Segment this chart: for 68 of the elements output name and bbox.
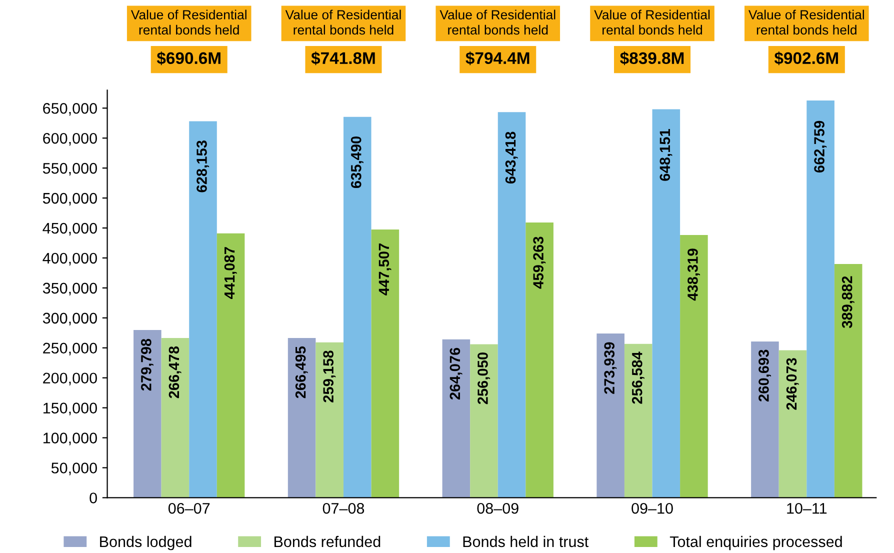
data-label: 264,076 [450, 348, 462, 400]
bar [806, 100, 834, 498]
text: Value of Residential rental bonds held $839.8M [594, 10, 710, 66]
bar [134, 330, 162, 498]
bar [652, 109, 680, 498]
y-tick-label: 200,000 [43, 372, 97, 386]
x-tick-label: 09–10 [632, 502, 673, 514]
bar [216, 233, 245, 498]
y-tick-label: 600,000 [43, 132, 97, 146]
bar [624, 344, 652, 498]
y-tick-label: 650,000 [43, 102, 97, 116]
data-label: 389,882 [842, 276, 854, 328]
bar [751, 341, 779, 498]
y-tick-label: 350,000 [42, 282, 97, 296]
legend-label: Bonds held in trust [463, 536, 589, 548]
data-label: 256,050 [478, 352, 490, 404]
data-label: 628,153 [196, 140, 210, 192]
bar [498, 112, 526, 498]
data-label: 648,151 [660, 129, 672, 181]
bar [442, 339, 470, 498]
y-tick-label: 300,000 [42, 312, 97, 326]
bar [470, 344, 498, 498]
y-tick-label: 50,000 [51, 462, 97, 476]
bar [778, 350, 807, 498]
bar [288, 338, 316, 498]
y-tick-label: 250,000 [43, 342, 97, 356]
data-label: 260,693 [758, 350, 771, 402]
data-label: 246,073 [786, 358, 799, 410]
x-tick-label: 06–07 [168, 502, 210, 514]
bar [161, 338, 190, 498]
data-label: 256,584 [632, 352, 644, 404]
y-tick-label: 550,000 [42, 162, 97, 176]
data-label: 459,263 [533, 236, 546, 289]
legend-label: Bonds refunded [274, 536, 380, 548]
bar [316, 342, 344, 498]
text: Value of Residential rental bonds held $690.6M [130, 10, 246, 66]
bar [371, 229, 400, 498]
x-tick-label: 07–08 [322, 502, 364, 514]
data-label: 447,507 [378, 244, 392, 296]
bar [189, 121, 217, 498]
bar [834, 264, 862, 498]
data-label: 279,798 [141, 338, 154, 391]
y-tick-label: 500,000 [42, 192, 97, 206]
y-tick-label: 150,000 [44, 402, 97, 416]
bar [680, 234, 708, 498]
bar [343, 116, 372, 498]
data-label: 643,418 [505, 132, 518, 184]
data-label: 662,759 [814, 120, 827, 173]
bar [596, 334, 624, 498]
data-label: 441,087 [224, 247, 237, 300]
legend-label: Bonds lodged [100, 536, 192, 550]
data-label: 266,495 [295, 346, 308, 398]
y-tick-label: 450,000 [42, 222, 97, 236]
y-tick-label: 100,000 [44, 432, 97, 446]
data-label: 266,478 [168, 346, 182, 398]
legend-label: Total enquiries processed [670, 536, 842, 550]
y-tick-label: 0 [90, 492, 97, 504]
x-tick-label: 08–09 [477, 502, 518, 514]
data-label: 635,490 [350, 136, 364, 188]
x-tick-label: 10–11 [787, 502, 827, 514]
text: Value of Residential rental bonds held $794.4M [440, 10, 556, 66]
text: Value of Residential rental bonds held $902.6M [748, 10, 864, 66]
data-label: 259,158 [323, 350, 336, 402]
text: Value of Residential rental bonds held $741.8M [285, 10, 401, 66]
data-label: 273,939 [604, 342, 617, 394]
bar [526, 222, 554, 498]
y-tick-label: 400,000 [42, 252, 97, 266]
data-label: 438,319 [688, 248, 700, 301]
